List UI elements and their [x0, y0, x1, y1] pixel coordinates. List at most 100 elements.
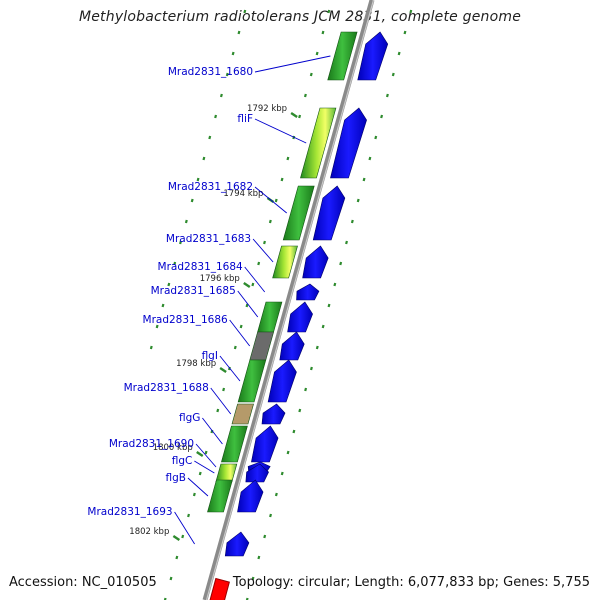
track-dot	[251, 576, 255, 581]
scale-tick	[290, 112, 298, 118]
gene-label: Mrad2831_1683	[166, 233, 251, 245]
scale-label: 1792 kbp	[247, 104, 287, 114]
cds-arrow	[296, 283, 320, 301]
track-dot	[356, 198, 360, 203]
track-dot	[263, 240, 266, 245]
track-dot	[298, 114, 302, 119]
gene-label: Mrad2831_1686	[143, 314, 228, 326]
gene-label: flgG	[179, 412, 200, 424]
track-dot	[333, 282, 337, 287]
track-dot	[190, 198, 194, 203]
shaded-feature-block	[272, 245, 298, 279]
track-dot	[321, 324, 325, 329]
shaded-feature-block	[231, 403, 254, 425]
track-dot	[167, 282, 171, 287]
leader-line	[202, 417, 223, 445]
track-dot	[169, 576, 173, 581]
track-dot	[257, 261, 261, 266]
gene-label: fliF	[237, 113, 253, 125]
track-dot	[409, 9, 413, 14]
cds-arrow-track	[224, 31, 389, 557]
track-dot	[368, 156, 372, 161]
shaded-feature-block	[300, 107, 337, 179]
scale-tick	[243, 282, 251, 288]
shaded-feature-block	[215, 463, 238, 483]
leader-line	[219, 355, 241, 382]
track-dot	[214, 114, 218, 119]
gene-label: Mrad2831_1684	[158, 261, 243, 273]
leader-line	[244, 266, 266, 293]
scale-label: 1796 kbp	[200, 274, 240, 284]
gene-label: Mrad2831_1693	[87, 506, 172, 518]
track-dot	[149, 345, 153, 350]
gene-label: Mrad2831_1690	[109, 438, 194, 450]
track-dot	[321, 30, 325, 35]
leader-line	[187, 477, 209, 497]
shaded-feature-block	[327, 31, 358, 81]
track-dot	[231, 51, 235, 56]
track-dot	[315, 345, 319, 350]
track-dot	[380, 114, 384, 119]
highlight-marker	[209, 577, 230, 600]
shaded-feature-block	[282, 185, 315, 241]
track-dot	[239, 324, 243, 329]
cds-arrow	[267, 359, 297, 403]
cds-arrow	[237, 479, 264, 513]
gene-label: Mrad2831_1680	[168, 66, 253, 78]
gene-label: flgB	[165, 472, 185, 484]
track-dot	[233, 345, 237, 350]
cds-arrow	[287, 301, 313, 333]
track-dot	[309, 72, 313, 77]
track-dot	[155, 324, 159, 329]
leader-line	[210, 387, 232, 415]
track-dot	[208, 135, 212, 140]
track-dot	[243, 9, 247, 14]
track-dot	[263, 534, 267, 539]
track-dot	[362, 177, 366, 182]
genome-backbone-highlight	[205, 0, 375, 600]
track-dot	[268, 219, 272, 224]
gene-label: flgC	[172, 455, 193, 467]
track-dot	[204, 450, 208, 455]
map-title: Methylobacterium radiotolerans JCM 2831,…	[78, 9, 522, 25]
track-dot	[245, 303, 249, 308]
track-dot	[391, 72, 395, 77]
track-dot	[292, 429, 296, 434]
gene-label: Mrad2831_1685	[151, 285, 236, 297]
leader-line	[254, 186, 288, 214]
track-dot	[280, 471, 284, 476]
leader-line	[229, 319, 251, 347]
track-dot	[257, 555, 261, 560]
track-dot	[286, 450, 290, 455]
track-dot	[196, 177, 200, 182]
cds-arrow	[312, 185, 346, 241]
track-dot	[179, 240, 182, 245]
track-dot	[237, 30, 241, 35]
leader-line	[195, 443, 217, 468]
scale-label: 1800 kbp	[153, 443, 193, 453]
track-dot	[202, 156, 206, 161]
track-dot	[397, 51, 401, 56]
track-dot	[274, 492, 278, 497]
track-dot	[269, 513, 272, 518]
track-dot	[403, 30, 407, 35]
leader-line	[254, 55, 331, 73]
leader-line	[237, 290, 259, 318]
track-dot	[175, 555, 179, 560]
shaded-feature-block	[207, 479, 233, 513]
shaded-feature-block	[237, 359, 267, 403]
cds-arrow	[261, 403, 286, 425]
cds-arrow	[330, 107, 367, 179]
gene-label: Mrad2831_1682	[168, 181, 253, 193]
cds-arrow	[251, 425, 279, 463]
track-dot	[216, 408, 220, 413]
scale-label: 1802 kbp	[129, 527, 169, 537]
track-dot	[219, 93, 223, 98]
scale-tick	[219, 367, 227, 373]
track-dot	[251, 282, 255, 287]
accession-text: Accession: NC_010505	[9, 575, 157, 590]
track-dot	[187, 513, 190, 518]
shaded-feature-block	[249, 331, 274, 361]
track-dot	[286, 156, 290, 161]
track-dot	[181, 534, 185, 539]
